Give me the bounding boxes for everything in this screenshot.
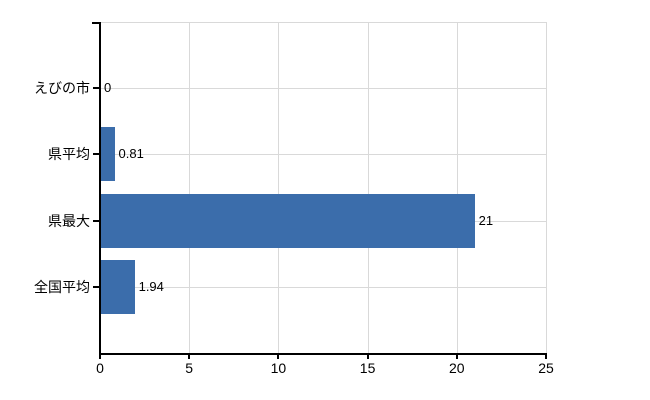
bar-value-label: 1.94 [138, 278, 164, 294]
category-label: 県最大 [48, 212, 90, 229]
x-tick-label: 5 [185, 360, 194, 376]
x-tick [366, 353, 369, 359]
h-gridline [101, 88, 546, 90]
v-gridline [189, 22, 191, 353]
x-tick [99, 353, 101, 359]
y-axis-top-tick [92, 22, 100, 24]
x-tick [545, 353, 547, 359]
y-tick [93, 285, 100, 288]
v-gridline [278, 22, 280, 353]
x-tick [277, 353, 280, 359]
bar [101, 193, 475, 248]
bar-value-label: 0.81 [118, 146, 144, 162]
x-tick-label: 25 [538, 360, 554, 376]
plot-top-border [100, 22, 546, 23]
x-tick-label: 20 [449, 360, 465, 376]
bar-value-label: 0 [104, 80, 112, 96]
y-axis-line [99, 22, 101, 353]
bar [101, 259, 135, 314]
bar [101, 127, 115, 182]
category-label: えびの市 [34, 80, 90, 97]
x-tick-label: 10 [270, 360, 287, 376]
x-tick-label: 0 [96, 360, 104, 376]
x-axis-line [99, 353, 547, 355]
v-gridline [456, 22, 458, 353]
category-label: 全国平均 [34, 278, 90, 295]
h-gridline [101, 286, 546, 288]
x-tick [188, 353, 191, 359]
v-gridline [546, 22, 547, 353]
category-label: 県平均 [48, 146, 90, 163]
h-gridline [101, 154, 546, 156]
y-tick [93, 153, 100, 156]
bar-value-label: 21 [478, 212, 494, 228]
y-tick [93, 87, 100, 90]
x-tick-label: 15 [359, 360, 376, 376]
x-tick [455, 353, 458, 359]
v-gridline [367, 22, 369, 353]
y-tick [93, 219, 100, 222]
